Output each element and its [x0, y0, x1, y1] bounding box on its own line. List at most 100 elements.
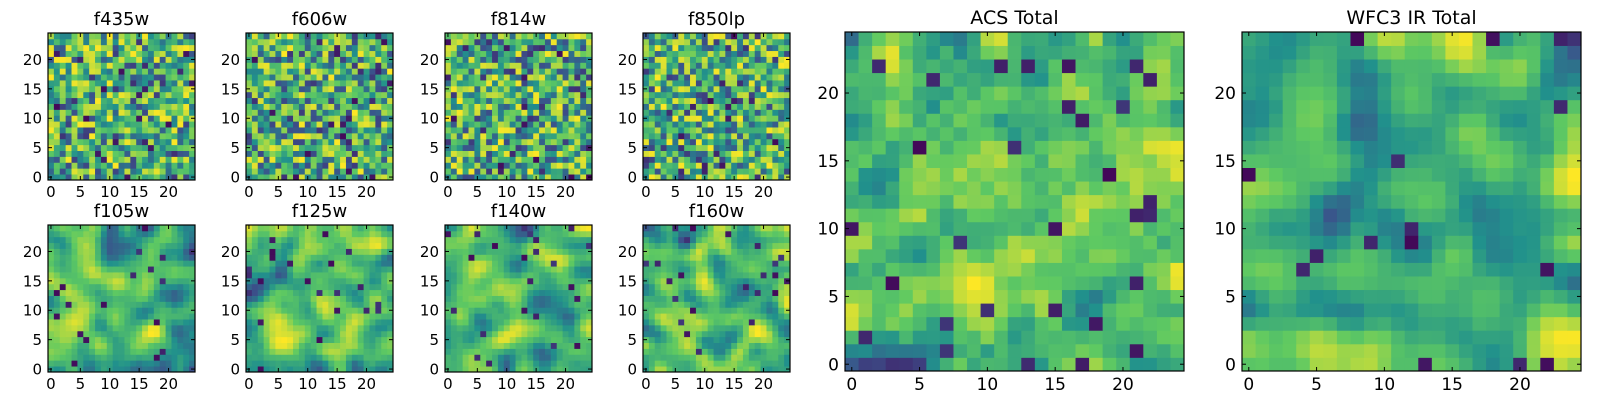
heatmap-cell [760, 289, 767, 296]
heatmap-cell [748, 150, 756, 157]
heatmap-cell [251, 342, 259, 349]
heatmap-cell [497, 248, 505, 255]
heatmap-cell [304, 115, 312, 122]
heatmap-cell [462, 80, 469, 87]
heatmap-cell [375, 360, 382, 367]
heatmap-cell [456, 132, 464, 140]
heatmap-cell [660, 324, 667, 332]
heatmap-cell [246, 295, 253, 302]
heatmap-cell [515, 50, 522, 57]
heatmap-cell [450, 162, 458, 169]
heatmap-cell [322, 138, 329, 146]
heatmap-cell [666, 68, 673, 75]
heatmap-cell [778, 68, 785, 75]
heatmap-cell [281, 289, 288, 296]
heatmap-cell [678, 38, 685, 46]
heatmap-cell [130, 56, 137, 63]
heatmap-cell [189, 283, 196, 291]
heatmap-cell [772, 91, 779, 99]
heatmap-cell [130, 144, 137, 151]
heatmap-cell [65, 168, 72, 175]
heatmap-cell [293, 80, 300, 87]
heatmap-cell [754, 150, 761, 157]
x-tick-label: 5 [473, 375, 483, 393]
heatmap-cell [480, 91, 487, 99]
heatmap-cell [497, 103, 505, 110]
heatmap-cell [731, 150, 738, 157]
heatmap-cell [684, 366, 691, 373]
heatmap-cell [345, 307, 353, 314]
heatmap-cell [772, 85, 779, 93]
heatmap-cell [707, 336, 714, 343]
heatmap-cell [778, 342, 785, 349]
heatmap-cell [387, 342, 394, 349]
heatmap-cell [381, 324, 388, 332]
heatmap-cell [754, 62, 761, 69]
heatmap-cell [562, 56, 569, 63]
heatmap-cell [281, 295, 288, 302]
heatmap-cell [544, 366, 552, 373]
heatmap-cell [754, 354, 761, 361]
heatmap-cell [731, 103, 738, 110]
heatmap-cell [357, 225, 364, 232]
heatmap-cell [112, 132, 119, 140]
heatmap-cell [719, 109, 726, 116]
heatmap-cell [59, 230, 67, 238]
heatmap-cell [760, 74, 767, 81]
heatmap-cell [660, 33, 667, 40]
heatmap-cell [497, 132, 505, 140]
heatmap-cell [293, 360, 300, 367]
heatmap-cell [177, 248, 184, 255]
heatmap-cell [89, 366, 96, 373]
heatmap-cell [474, 68, 481, 75]
heatmap-cell [159, 38, 166, 46]
heatmap-cell [695, 162, 703, 169]
heatmap-cell [725, 33, 732, 40]
heatmap-cell [310, 354, 317, 361]
heatmap-cell [497, 97, 505, 104]
heatmap-cell [737, 295, 744, 302]
heatmap-cell [772, 360, 779, 367]
heatmap-cell [124, 156, 131, 163]
heatmap-cell [189, 342, 196, 349]
heatmap-cell [672, 360, 679, 367]
heatmap-cell [381, 174, 388, 181]
heatmap-cell [334, 62, 341, 69]
heatmap-cell [328, 330, 335, 338]
heatmap-cell [521, 254, 528, 261]
heatmap-cell [316, 56, 323, 63]
heatmap-cell [189, 289, 196, 296]
heatmap-cell [486, 277, 493, 285]
heatmap-cell [550, 56, 558, 63]
heatmap-cell [725, 150, 732, 157]
heatmap-cell [742, 307, 750, 314]
heatmap-cell [760, 138, 767, 146]
heatmap-cell [281, 313, 288, 320]
heatmap-cell [147, 121, 155, 128]
x-tick-label: 5 [473, 183, 483, 201]
heatmap-cell [539, 62, 546, 69]
heatmap-cell [684, 162, 691, 169]
heatmap-cell [574, 295, 581, 302]
heatmap-cell [574, 115, 581, 122]
heatmap-cell [381, 150, 388, 157]
heatmap-cell [65, 62, 72, 69]
heatmap-cell [690, 33, 697, 40]
heatmap-cell [643, 354, 650, 361]
heatmap-cell [375, 68, 382, 75]
heatmap-cell [251, 150, 259, 157]
heatmap-cell [257, 301, 265, 308]
heatmap-cell [539, 242, 546, 249]
heatmap-cell [310, 348, 317, 355]
heatmap-cell [509, 313, 516, 320]
heatmap-cell [48, 319, 55, 326]
heatmap-cell [725, 307, 732, 314]
heatmap-cell [257, 74, 265, 81]
heatmap-cell [527, 301, 534, 308]
heatmap-cell [293, 307, 300, 314]
heatmap-cell [124, 115, 131, 122]
heatmap-cell [450, 230, 458, 238]
heatmap-cell [497, 74, 505, 81]
heatmap-cell [375, 301, 382, 308]
heatmap-cell [165, 266, 172, 273]
